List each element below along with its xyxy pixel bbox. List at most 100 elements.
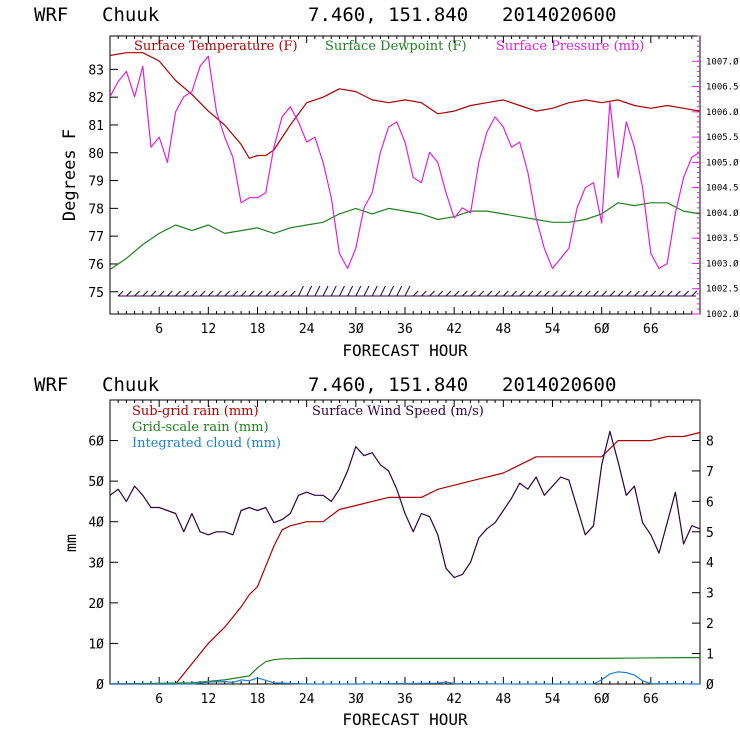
wind-barb [183, 290, 190, 297]
wind-barb [404, 285, 411, 297]
x-tick-label: 18 [250, 692, 266, 707]
x-tick-label: 42 [446, 692, 462, 707]
x-tick-label: 3Ø [348, 692, 364, 707]
legend-surface-dewpoint: Surface Dewpoint (F) [325, 39, 467, 54]
y-axis-right-top: 1002.Ø 1002.5 1003.Ø 1003.5 1004.Ø 1004.5 1005… [692, 35, 739, 320]
wind-barb [486, 290, 493, 297]
y-right-tick-label: 1004.Ø [706, 208, 739, 219]
wind-barb [134, 290, 140, 297]
y-axis-right-bottom: Ø 1 2 3 4 5 6 7 8 [692, 434, 714, 693]
x-tick-label: 24 [299, 322, 315, 337]
wind-barb [421, 290, 427, 297]
legend-surface-wind-speed: Surface Wind Speed (m/s) [312, 404, 484, 419]
y-axis-left-bottom: Ø 1Ø 2Ø 3Ø 4Ø 5Ø 6Ø [88, 435, 118, 693]
wind-barb [232, 290, 239, 297]
y-right-tick-label: 1006.5 [706, 83, 739, 93]
wind-barb [388, 285, 395, 297]
wind-barb [158, 290, 165, 297]
y-right-tick-label: 1007.Ø [706, 56, 739, 67]
wind-barb [478, 290, 485, 297]
x-tick-label: 18 [250, 322, 266, 337]
y-right-tick-label: 5 [706, 526, 714, 541]
header-station: Chuuk [102, 4, 160, 26]
wind-barb [494, 290, 501, 297]
y-left-tick-label: 80 [88, 147, 104, 162]
x-tick-label: 6Ø [594, 322, 610, 337]
wind-barb [625, 290, 632, 297]
wind-barb [462, 290, 468, 297]
series-group-top [109, 52, 701, 270]
y-right-tick-label: 1005.Ø [706, 157, 739, 168]
wind-barbs [117, 285, 698, 297]
header-init-time: 2014020600 [502, 4, 616, 26]
y-left-tick-label: 82 [88, 91, 104, 106]
header-station-bottom: Chuuk [102, 374, 160, 396]
y-right-tick-label: 8 [706, 434, 714, 449]
y-right-tick-label: 1002.5 [706, 285, 739, 295]
wind-barb [642, 290, 648, 297]
legend-surface-temperature: Surface Temperature (F) [134, 39, 298, 54]
y-right-tick-label: 1003.5 [706, 234, 739, 244]
y-left-tick-label: 3Ø [88, 556, 104, 571]
wind-barb [576, 290, 583, 297]
wind-barb [568, 290, 575, 297]
wind-barb [650, 290, 657, 297]
wind-barb [470, 290, 476, 297]
wind-barb [617, 290, 624, 297]
series-surface-wind-speed-m-s [109, 430, 701, 579]
y-axis-title-bottom: mm [62, 534, 80, 552]
wind-barb [437, 290, 444, 297]
wind-barb [584, 290, 591, 297]
y-left-tick-label: 2Ø [88, 597, 104, 612]
wind-barb [396, 285, 403, 297]
wind-barb [289, 290, 296, 297]
plot-frame-top [109, 35, 701, 315]
wind-barb [683, 290, 689, 297]
wind-barb [191, 290, 198, 297]
wind-barb [150, 290, 157, 297]
x-tick-label: 48 [496, 322, 512, 337]
wind-barb [199, 290, 206, 297]
x-tick-label: 6 [155, 692, 163, 707]
wind-barb [634, 290, 640, 297]
y-right-tick-label: 1 [706, 648, 714, 663]
wind-barb [240, 290, 247, 297]
series-integrated-cloud-mm [110, 671, 701, 685]
y-right-tick-label: 4 [706, 556, 714, 571]
wind-barb [167, 290, 173, 297]
wind-barb [543, 290, 550, 297]
wind-barb [609, 290, 616, 297]
wind-barb [502, 290, 509, 297]
y-left-tick-label: 77 [88, 230, 104, 245]
series-group-bottom [109, 430, 701, 685]
wind-barb [224, 290, 231, 297]
series-surface-dewpoint-f [109, 202, 701, 270]
wind-barb [355, 285, 362, 297]
x-tick-label: 66 [643, 322, 659, 337]
wind-barb [298, 285, 304, 297]
series-surface-temperature-f [109, 52, 701, 159]
wind-barb [338, 285, 345, 297]
x-axis-bottom: 6 12 18 24 3Ø 36 42 48 54 6Ø 66 [117, 400, 693, 707]
header-init-time-bottom: 2014020600 [502, 374, 616, 396]
x-tick-label: 6Ø [594, 692, 610, 707]
wind-barb [675, 290, 681, 297]
wind-barb [330, 285, 337, 297]
y-left-tick-label: 1Ø [88, 637, 104, 652]
wind-barb [445, 290, 452, 297]
x-tick-label: 12 [201, 322, 217, 337]
x-tick-label: 12 [201, 692, 217, 707]
wind-barb [281, 290, 288, 297]
x-axis-title-bottom: FORECAST HOUR [342, 710, 468, 729]
x-tick-label: 42 [446, 322, 462, 337]
wind-barb [412, 290, 419, 297]
y-right-tick-label: 1004.5 [706, 184, 739, 194]
y-left-tick-label: 83 [88, 63, 104, 78]
y-right-tick-label: 2 [706, 617, 714, 632]
header-model: WRF [34, 4, 68, 26]
y-left-tick-label: Ø [96, 678, 104, 693]
wind-barb [453, 290, 460, 297]
wind-barb [216, 290, 222, 297]
header-model-bottom: WRF [34, 374, 68, 396]
